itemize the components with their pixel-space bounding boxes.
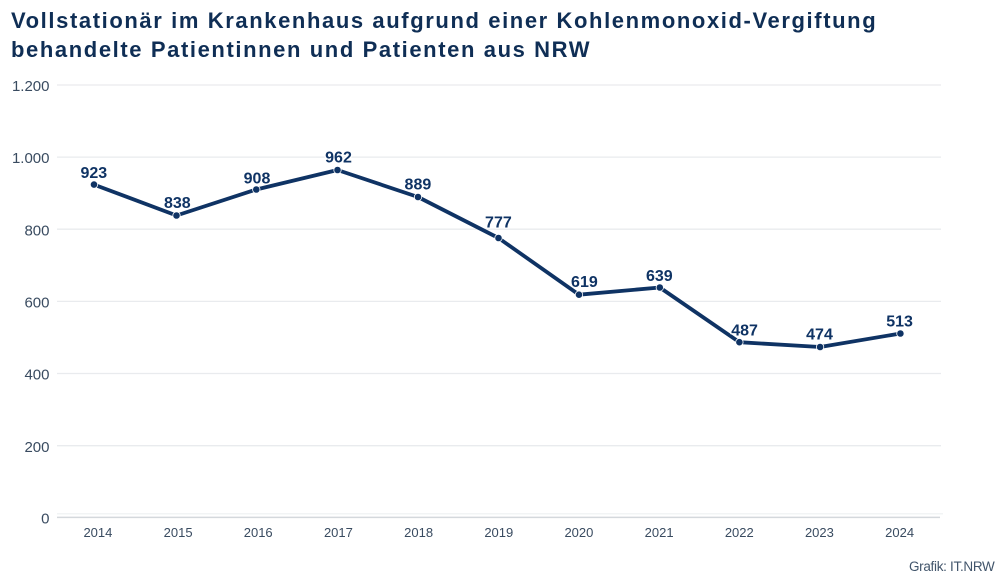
svg-text:2023: 2023 bbox=[805, 525, 834, 540]
svg-text:2020: 2020 bbox=[564, 525, 593, 540]
svg-text:0: 0 bbox=[41, 511, 49, 528]
svg-text:908: 908 bbox=[244, 171, 271, 188]
svg-text:1.200: 1.200 bbox=[12, 78, 50, 95]
svg-text:200: 200 bbox=[24, 439, 49, 456]
svg-text:800: 800 bbox=[24, 222, 49, 239]
svg-text:619: 619 bbox=[571, 274, 598, 291]
svg-text:639: 639 bbox=[646, 268, 673, 285]
svg-text:777: 777 bbox=[485, 215, 512, 232]
svg-text:1.000: 1.000 bbox=[12, 150, 50, 167]
svg-text:474: 474 bbox=[806, 327, 833, 344]
svg-text:487: 487 bbox=[731, 322, 758, 339]
svg-text:2022: 2022 bbox=[725, 525, 754, 540]
svg-text:2014: 2014 bbox=[83, 525, 112, 540]
svg-text:923: 923 bbox=[80, 165, 107, 182]
svg-text:600: 600 bbox=[24, 295, 49, 312]
svg-text:838: 838 bbox=[164, 195, 191, 212]
svg-text:2024: 2024 bbox=[885, 525, 914, 540]
svg-text:2019: 2019 bbox=[484, 525, 513, 540]
svg-text:2021: 2021 bbox=[645, 525, 674, 540]
svg-text:2018: 2018 bbox=[404, 525, 433, 540]
svg-text:2015: 2015 bbox=[164, 525, 193, 540]
svg-text:513: 513 bbox=[886, 313, 913, 330]
svg-text:2016: 2016 bbox=[244, 525, 273, 540]
svg-text:400: 400 bbox=[24, 367, 49, 384]
svg-text:962: 962 bbox=[325, 149, 352, 166]
svg-text:2017: 2017 bbox=[324, 525, 353, 540]
svg-text:889: 889 bbox=[405, 177, 432, 194]
